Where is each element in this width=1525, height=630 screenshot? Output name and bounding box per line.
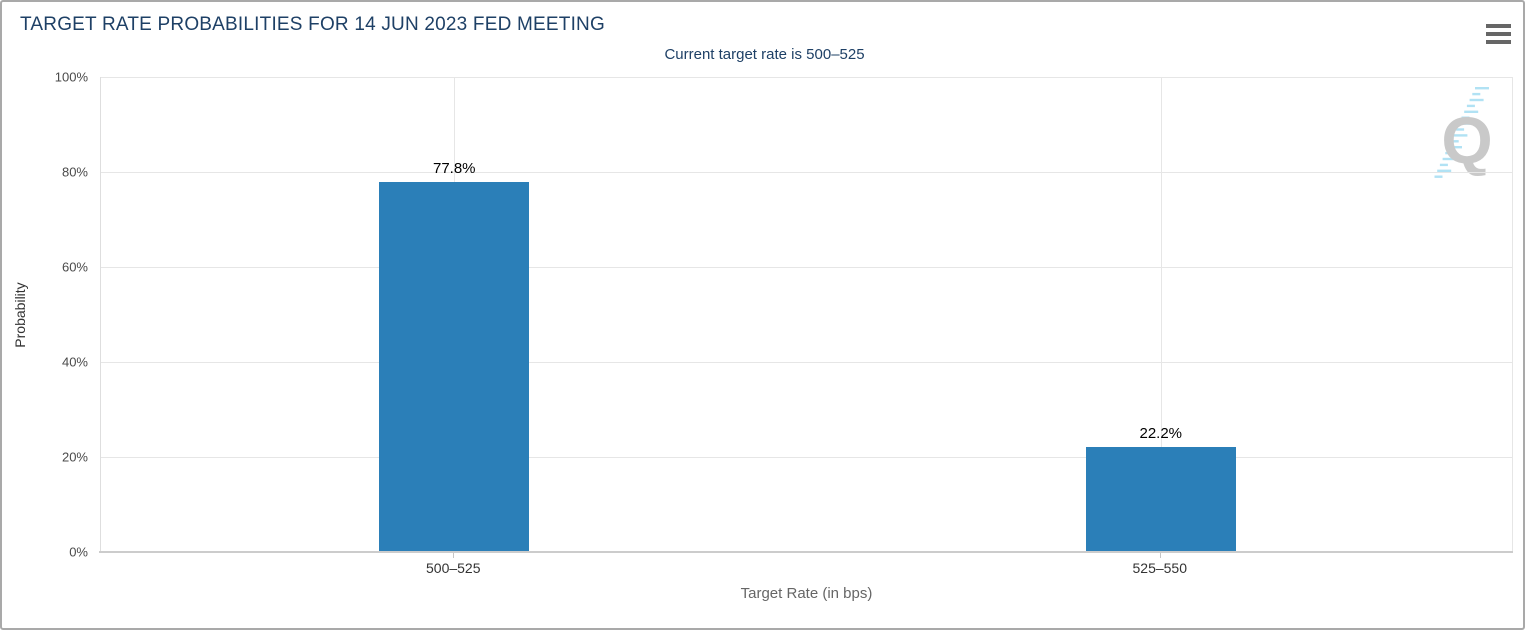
h-gridline-80% (101, 172, 1512, 173)
y-tick-label-40%: 40% (61, 354, 88, 370)
chart-context-menu-button[interactable] (1480, 20, 1516, 48)
bar-500-525[interactable] (379, 182, 530, 552)
y-tick-label-60%: 60% (61, 259, 88, 275)
bar-525-550[interactable] (1085, 446, 1236, 552)
y-tick-label-80%: 80% (61, 164, 88, 180)
x-tick-label-500-525: 500–525 (425, 560, 481, 576)
h-gridline-60% (101, 267, 1512, 268)
y-tick-label-0%: 0% (69, 544, 88, 560)
quikstrike-watermark-icon: Q (1434, 87, 1493, 178)
y-axis-title: Probability (12, 282, 28, 348)
x-tick-mark-500-525 (453, 553, 455, 558)
x-tick-mark-525-550 (1159, 553, 1161, 558)
chart-subtitle: Current target rate is 500–525 (664, 46, 865, 63)
bar-value-label-525-550: 22.2% (1139, 424, 1183, 442)
x-axis-title: Target Rate (in bps) (740, 585, 873, 602)
h-gridline-100% (101, 77, 1512, 78)
hamburger-icon (1484, 24, 1512, 44)
chart-title: TARGET RATE PROBABILITIES FOR 14 JUN 202… (20, 14, 605, 35)
h-gridline-20% (101, 457, 1512, 458)
v-gridline-525-550 (1160, 77, 1162, 552)
x-axis-line (99, 551, 1513, 553)
bar-value-label-500-525: 77.8% (432, 160, 476, 178)
plot-area: Q 77.8% 22.2% (100, 77, 1513, 552)
x-tick-label-525-550: 525–550 (1132, 560, 1188, 576)
svg-text:Q: Q (1441, 103, 1492, 177)
y-tick-label-20%: 20% (61, 449, 88, 465)
h-gridline-40% (101, 362, 1512, 363)
y-tick-label-100%: 100% (54, 69, 88, 85)
